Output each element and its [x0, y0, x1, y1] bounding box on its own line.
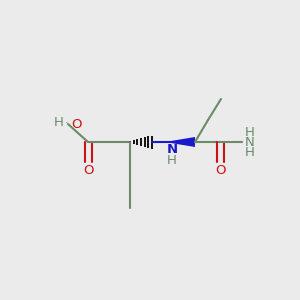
- Text: O: O: [83, 164, 93, 177]
- Text: H: H: [245, 146, 255, 158]
- Text: H: H: [54, 116, 64, 128]
- Text: H: H: [167, 154, 177, 167]
- Text: N: N: [167, 143, 178, 156]
- Text: ·: ·: [65, 118, 69, 128]
- Text: H: H: [245, 125, 255, 139]
- Text: N: N: [245, 136, 255, 148]
- Text: O: O: [215, 164, 225, 177]
- Polygon shape: [172, 137, 195, 147]
- Text: O: O: [71, 118, 82, 130]
